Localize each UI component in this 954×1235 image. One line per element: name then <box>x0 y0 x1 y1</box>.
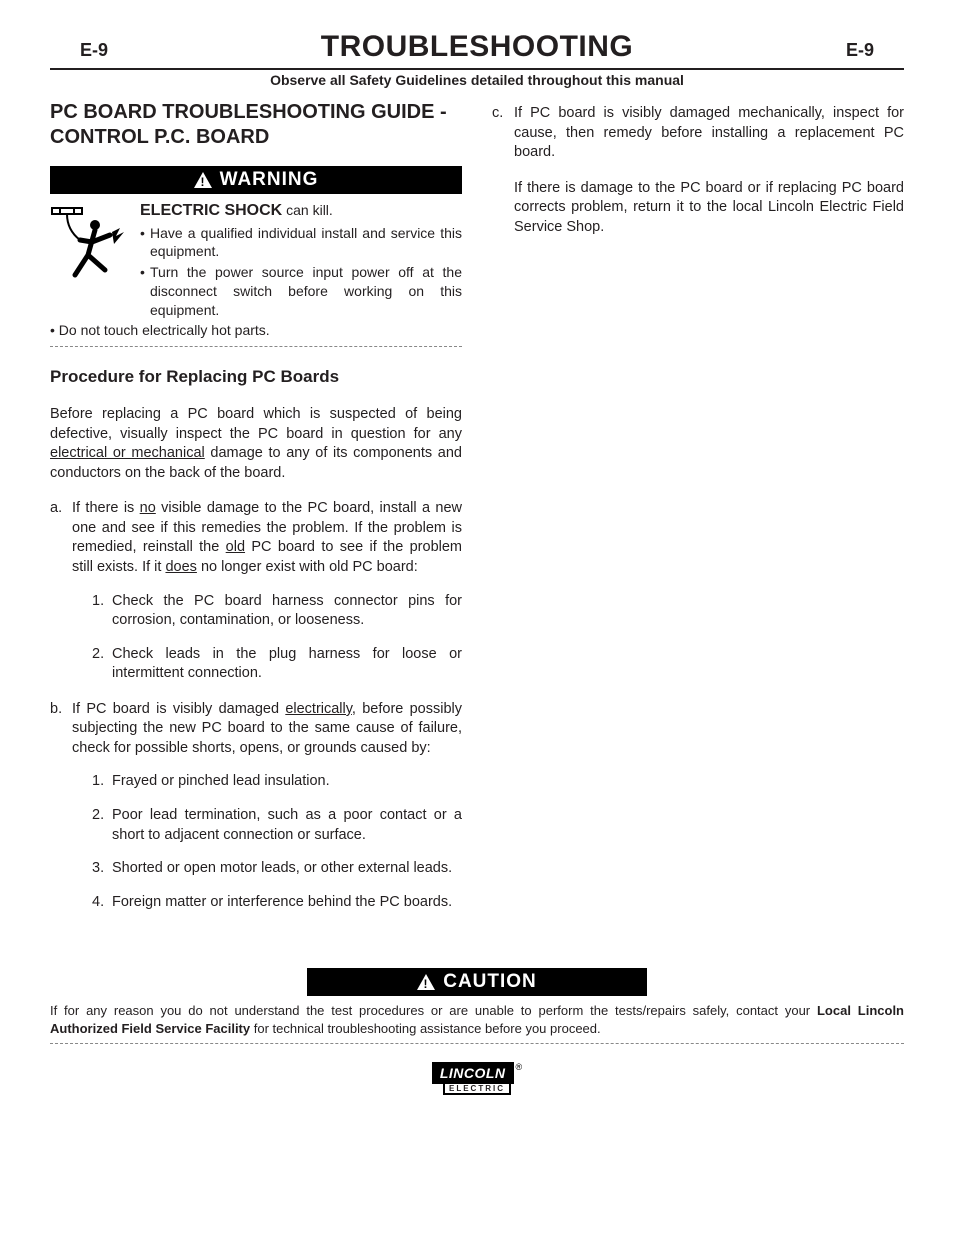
text: If PC board is visibly damaged mechanica… <box>514 105 904 160</box>
marker: 2. <box>92 806 104 826</box>
list-item: 1. Check the PC board harness connector p… <box>92 592 462 631</box>
shock-lead-bold: ELECTRIC SHOCK <box>140 202 282 219</box>
warning-last-bullet: • Do not touch electrically hot parts. <box>50 322 462 338</box>
list-item-c: c. If PC board is visibly damaged mechan… <box>492 104 904 237</box>
right-column: c. If PC board is visibly damaged mechan… <box>492 100 904 928</box>
list-item-a: a. If there is no visible damage to the … <box>50 499 462 684</box>
numeric-list: 1. Frayed or pinched lead insulation. 2. P… <box>72 772 462 912</box>
marker: 1. <box>92 592 104 612</box>
section-title: PC BOARD TROUBLESHOOTING GUIDE - CONTROL… <box>50 100 462 150</box>
underline-text: electrical or mechanical <box>50 445 205 461</box>
page: E-9 TROUBLESHOOTING E-9 Observe all Safe… <box>0 0 954 1235</box>
text: If there is <box>72 500 140 516</box>
caution-triangle-icon: ! <box>417 974 435 990</box>
marker: b. <box>50 700 62 720</box>
text: If PC board is visibly damaged <box>72 701 285 717</box>
electric-shock-icon <box>50 200 130 300</box>
safety-banner: Observe all Safety Guidelines detailed t… <box>50 72 904 88</box>
header-rule <box>50 68 904 70</box>
warning-text-block: ELECTRIC SHOCK can kill. Have a qualifie… <box>140 200 462 320</box>
item-c-p2: If there is damage to the PC board or if… <box>514 179 904 238</box>
text: no longer exist with old PC board: <box>197 559 418 575</box>
list-item: 1. Frayed or pinched lead insulation. <box>92 772 462 792</box>
caution-bar: ! CAUTION <box>307 968 647 996</box>
caution-label: CAUTION <box>443 971 537 993</box>
underline-text: no <box>140 500 156 516</box>
text: Shorted or open motor leads, or other ex… <box>112 860 452 876</box>
intro-paragraph: Before replacing a PC board which is sus… <box>50 405 462 483</box>
text: Check the PC board harness connector pin… <box>112 593 462 629</box>
marker: 2. <box>92 645 104 665</box>
logo-main: LINCOLN <box>432 1062 514 1084</box>
content-columns: PC BOARD TROUBLESHOOTING GUIDE - CONTROL… <box>50 100 904 928</box>
shock-lead-rest: can kill. <box>282 202 333 218</box>
caution-text: If for any reason you do not understand … <box>50 1002 904 1043</box>
list-item: 2. Poor lead termination, such as a poor … <box>92 806 462 845</box>
list-item: 2. Check leads in the plug harness for lo… <box>92 645 462 684</box>
footer-logo: LINCOLN® ELECTRIC <box>50 1062 904 1095</box>
page-number-left: E-9 <box>80 40 108 61</box>
lincoln-logo: LINCOLN® ELECTRIC <box>432 1062 522 1095</box>
list-item-b: b. If PC board is visibly damaged electr… <box>50 700 462 913</box>
warning-bullet: Have a qualified individual install and … <box>140 224 462 262</box>
shock-lead-line: ELECTRIC SHOCK can kill. <box>140 200 462 222</box>
text: Check leads in the plug harness for loos… <box>112 646 462 682</box>
marker: 1. <box>92 772 104 792</box>
marker: c. <box>492 104 503 124</box>
marker: 4. <box>92 893 104 913</box>
text: Before replacing a PC board which is sus… <box>50 406 462 442</box>
warning-label: WARNING <box>220 169 319 191</box>
text: Frayed or pinched lead insulation. <box>112 773 330 789</box>
text: Foreign matter or interference behind th… <box>112 894 452 910</box>
header-row: E-9 TROUBLESHOOTING E-9 <box>50 30 904 64</box>
warning-triangle-icon: ! <box>194 172 212 188</box>
warning-bullet-list: Have a qualified individual install and … <box>140 224 462 320</box>
procedure-title: Procedure for Replacing PC Boards <box>50 367 462 387</box>
warning-bar: ! WARNING <box>50 166 462 194</box>
warning-bullet: Turn the power source input power off at… <box>140 263 462 320</box>
underline-text: electrically <box>285 701 352 717</box>
underline-text: old <box>226 539 245 555</box>
caution-section: ! CAUTION If for any reason you do not u… <box>50 968 904 1043</box>
numeric-list: 1. Check the PC board harness connector p… <box>72 592 462 684</box>
page-title: TROUBLESHOOTING <box>321 30 634 64</box>
warning-content: ELECTRIC SHOCK can kill. Have a qualifie… <box>50 200 462 320</box>
underline-text: does <box>165 559 196 575</box>
marker: a. <box>50 499 62 519</box>
alpha-list-continued: c. If PC board is visibly damaged mechan… <box>492 104 904 237</box>
page-number-right: E-9 <box>846 40 874 61</box>
text: for technical troubleshooting assistance… <box>250 1021 601 1036</box>
svg-text:!: ! <box>424 977 429 990</box>
registered-icon: ® <box>516 1062 523 1072</box>
text: If for any reason you do not understand … <box>50 1003 817 1018</box>
logo-sub: ELECTRIC <box>443 1084 511 1095</box>
marker: 3. <box>92 859 104 879</box>
dashed-separator <box>50 346 462 347</box>
alpha-list: a. If there is no visible damage to the … <box>50 499 462 912</box>
left-column: PC BOARD TROUBLESHOOTING GUIDE - CONTROL… <box>50 100 462 928</box>
list-item: 4. Foreign matter or interference behind … <box>92 893 462 913</box>
text: Poor lead termination, such as a poor co… <box>112 807 462 843</box>
svg-text:!: ! <box>200 175 205 188</box>
list-item: 3. Shorted or open motor leads, or other … <box>92 859 462 879</box>
